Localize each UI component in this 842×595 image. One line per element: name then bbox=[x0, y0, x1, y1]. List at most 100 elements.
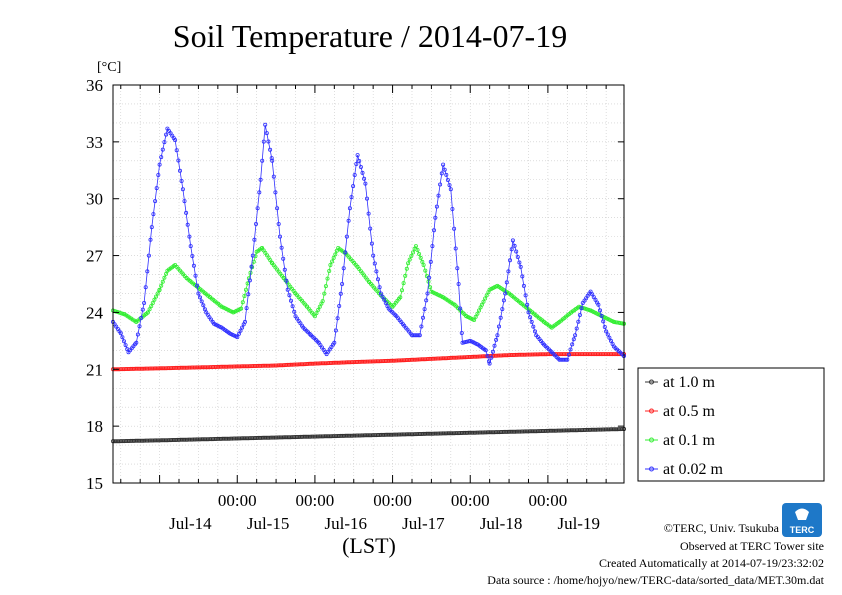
data-point bbox=[503, 291, 508, 296]
data-point bbox=[351, 184, 356, 189]
data-point bbox=[484, 293, 489, 298]
data-point bbox=[284, 278, 289, 283]
data-point bbox=[369, 241, 374, 246]
data-point bbox=[441, 162, 446, 167]
data-point bbox=[605, 332, 610, 337]
data-point bbox=[281, 256, 286, 261]
data-point bbox=[195, 283, 200, 288]
data-point bbox=[354, 161, 359, 166]
data-point bbox=[366, 211, 371, 216]
data-point bbox=[154, 186, 159, 191]
data-point bbox=[431, 228, 436, 233]
data-point bbox=[346, 218, 351, 223]
data-point bbox=[118, 331, 123, 336]
x-day-label: Jul-15 bbox=[247, 514, 290, 533]
data-point bbox=[492, 343, 497, 348]
data-point bbox=[343, 250, 348, 255]
y-tick-label: 24 bbox=[86, 303, 104, 322]
data-point bbox=[455, 266, 460, 271]
data-point bbox=[428, 259, 433, 264]
data-point bbox=[187, 234, 192, 239]
logo-text: TERC bbox=[790, 525, 815, 535]
data-point bbox=[521, 283, 526, 288]
data-point bbox=[332, 340, 337, 345]
x-axis-label: (LST) bbox=[342, 533, 396, 558]
data-point bbox=[338, 291, 343, 296]
data-point bbox=[358, 164, 363, 169]
data-point bbox=[260, 158, 265, 163]
data-point bbox=[292, 309, 297, 314]
data-point bbox=[269, 156, 274, 161]
data-point bbox=[417, 251, 422, 256]
data-point bbox=[526, 310, 531, 315]
data-point bbox=[442, 167, 447, 172]
legend-label: at 1.0 m bbox=[663, 374, 716, 391]
data-point bbox=[433, 215, 438, 220]
data-point bbox=[604, 329, 609, 334]
data-point bbox=[410, 250, 415, 255]
data-point bbox=[375, 277, 380, 282]
y-tick-label: 18 bbox=[86, 417, 103, 436]
data-point bbox=[533, 329, 538, 334]
data-point bbox=[383, 300, 388, 305]
data-point bbox=[423, 268, 428, 273]
data-point bbox=[285, 287, 290, 292]
data-point bbox=[247, 278, 252, 283]
y-tick-label: 27 bbox=[86, 247, 104, 266]
data-point bbox=[507, 258, 512, 263]
data-point bbox=[333, 252, 338, 257]
data-point bbox=[157, 287, 162, 292]
x-day-label: Jul-16 bbox=[324, 514, 367, 533]
data-point bbox=[156, 172, 161, 177]
data-point bbox=[314, 311, 319, 316]
data-point bbox=[573, 333, 578, 338]
data-point bbox=[337, 303, 342, 308]
data-point bbox=[312, 314, 317, 319]
data-point bbox=[249, 264, 254, 269]
data-point bbox=[235, 335, 240, 340]
data-point bbox=[152, 297, 157, 302]
data-point bbox=[150, 300, 155, 305]
plot-frame bbox=[112, 84, 625, 484]
data-point bbox=[501, 298, 506, 303]
data-point bbox=[472, 317, 477, 322]
data-point bbox=[153, 199, 158, 204]
data-point bbox=[487, 361, 492, 366]
series-line-2 bbox=[112, 245, 625, 329]
data-point bbox=[275, 206, 280, 211]
data-point bbox=[520, 274, 525, 279]
data-point bbox=[372, 261, 377, 266]
data-point bbox=[398, 295, 403, 300]
data-point bbox=[240, 300, 245, 305]
data-point bbox=[246, 292, 251, 297]
data-point bbox=[347, 206, 352, 211]
chart-title: Soil Temperature / 2014-07-19 bbox=[173, 18, 567, 54]
data-point bbox=[438, 182, 443, 187]
data-point bbox=[145, 310, 150, 315]
data-point bbox=[371, 253, 376, 258]
data-point bbox=[123, 343, 128, 348]
data-point bbox=[160, 279, 165, 284]
data-point bbox=[486, 359, 491, 364]
x-tick-label: 00:00 bbox=[296, 491, 335, 510]
data-point bbox=[403, 273, 408, 278]
data-point bbox=[481, 299, 486, 304]
data-point bbox=[382, 297, 387, 302]
y-tick-label: 36 bbox=[86, 76, 103, 95]
data-point bbox=[244, 306, 249, 311]
x-ticks: 00:00 00:00 00:00 00:00 00:00 Jul-14 Jul-15 Jul… bbox=[120, 85, 607, 533]
x-tick-label: 00:00 bbox=[373, 491, 412, 510]
data-point bbox=[349, 195, 354, 200]
y-ticks: 15 18 21 24 27 30 33 36 bbox=[86, 76, 624, 493]
data-point bbox=[424, 298, 429, 303]
data-point bbox=[277, 234, 282, 239]
data-point bbox=[452, 226, 457, 231]
data-point bbox=[518, 264, 523, 269]
data-point bbox=[155, 291, 160, 296]
data-point bbox=[494, 337, 499, 342]
data-point bbox=[413, 244, 418, 249]
data-point bbox=[140, 307, 145, 312]
legend: at 1.0 m at 0.5 m at 0.1 m at 0.02 m bbox=[637, 367, 825, 482]
data-point bbox=[271, 174, 276, 179]
data-point bbox=[190, 253, 195, 258]
